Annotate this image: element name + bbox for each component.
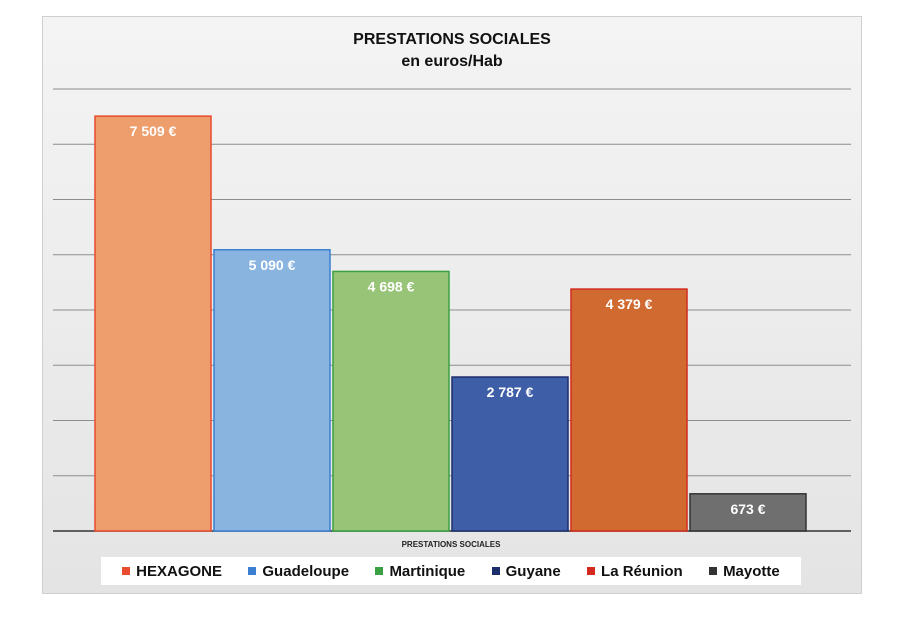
chart-title: PRESTATIONS SOCIALES xyxy=(353,31,551,48)
data-label: 2 787 € xyxy=(487,384,534,400)
bar-martinique xyxy=(332,270,450,532)
bar-hexagone xyxy=(94,115,212,532)
legend-swatch xyxy=(375,567,384,575)
data-label: 5 090 € xyxy=(249,257,296,273)
x-axis-label: PRESTATIONS SOCIALES xyxy=(402,540,501,549)
legend-item: HEXAGONE xyxy=(122,563,222,580)
legend-swatch xyxy=(709,567,718,575)
legend-label: Guadeloupe xyxy=(262,562,350,580)
legend-label: HEXAGONE xyxy=(136,562,223,580)
legend-item: Guadeloupe xyxy=(248,563,349,580)
legend-item: Mayotte xyxy=(709,563,780,580)
legend-item: Guyane xyxy=(491,562,561,580)
bar-mayotte xyxy=(689,493,807,532)
legend-swatch xyxy=(122,567,131,575)
bar-la-r-union xyxy=(570,288,688,532)
legend-swatch xyxy=(587,567,596,575)
data-label: 4 698 € xyxy=(368,278,415,294)
legend-label: Guyane xyxy=(505,562,561,580)
chart-legend: HEXAGONE Guadeloupe Martinique Guyane La Réu… xyxy=(101,557,801,585)
legend-label: Mayotte xyxy=(723,562,780,580)
legend-label: La Réunion xyxy=(601,562,683,580)
data-label: 4 379 € xyxy=(606,296,653,312)
bar-guadeloupe xyxy=(213,249,331,532)
data-label: 673 € xyxy=(730,501,765,517)
chart-subtitle: en euros/Hab xyxy=(401,53,503,70)
bar-guyane xyxy=(451,376,569,532)
legend-swatch xyxy=(491,567,500,575)
legend-item: Martinique xyxy=(375,563,465,580)
data-label: 7 509 € xyxy=(130,123,177,139)
legend-label: Martinique xyxy=(389,562,466,580)
legend-item: La Réunion xyxy=(587,563,683,580)
legend-swatch xyxy=(248,567,257,575)
